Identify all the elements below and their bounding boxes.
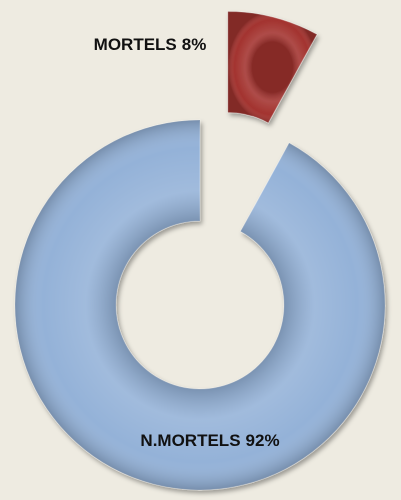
slice-category: MORTELS <box>94 35 177 54</box>
slice-value: 8% <box>182 35 207 54</box>
slice-label: MORTELS 8% <box>94 35 207 54</box>
slice-label: N.MORTELS 92% <box>140 431 279 450</box>
slice-category: N.MORTELS <box>140 431 240 450</box>
slice-value: 92% <box>246 431 280 450</box>
